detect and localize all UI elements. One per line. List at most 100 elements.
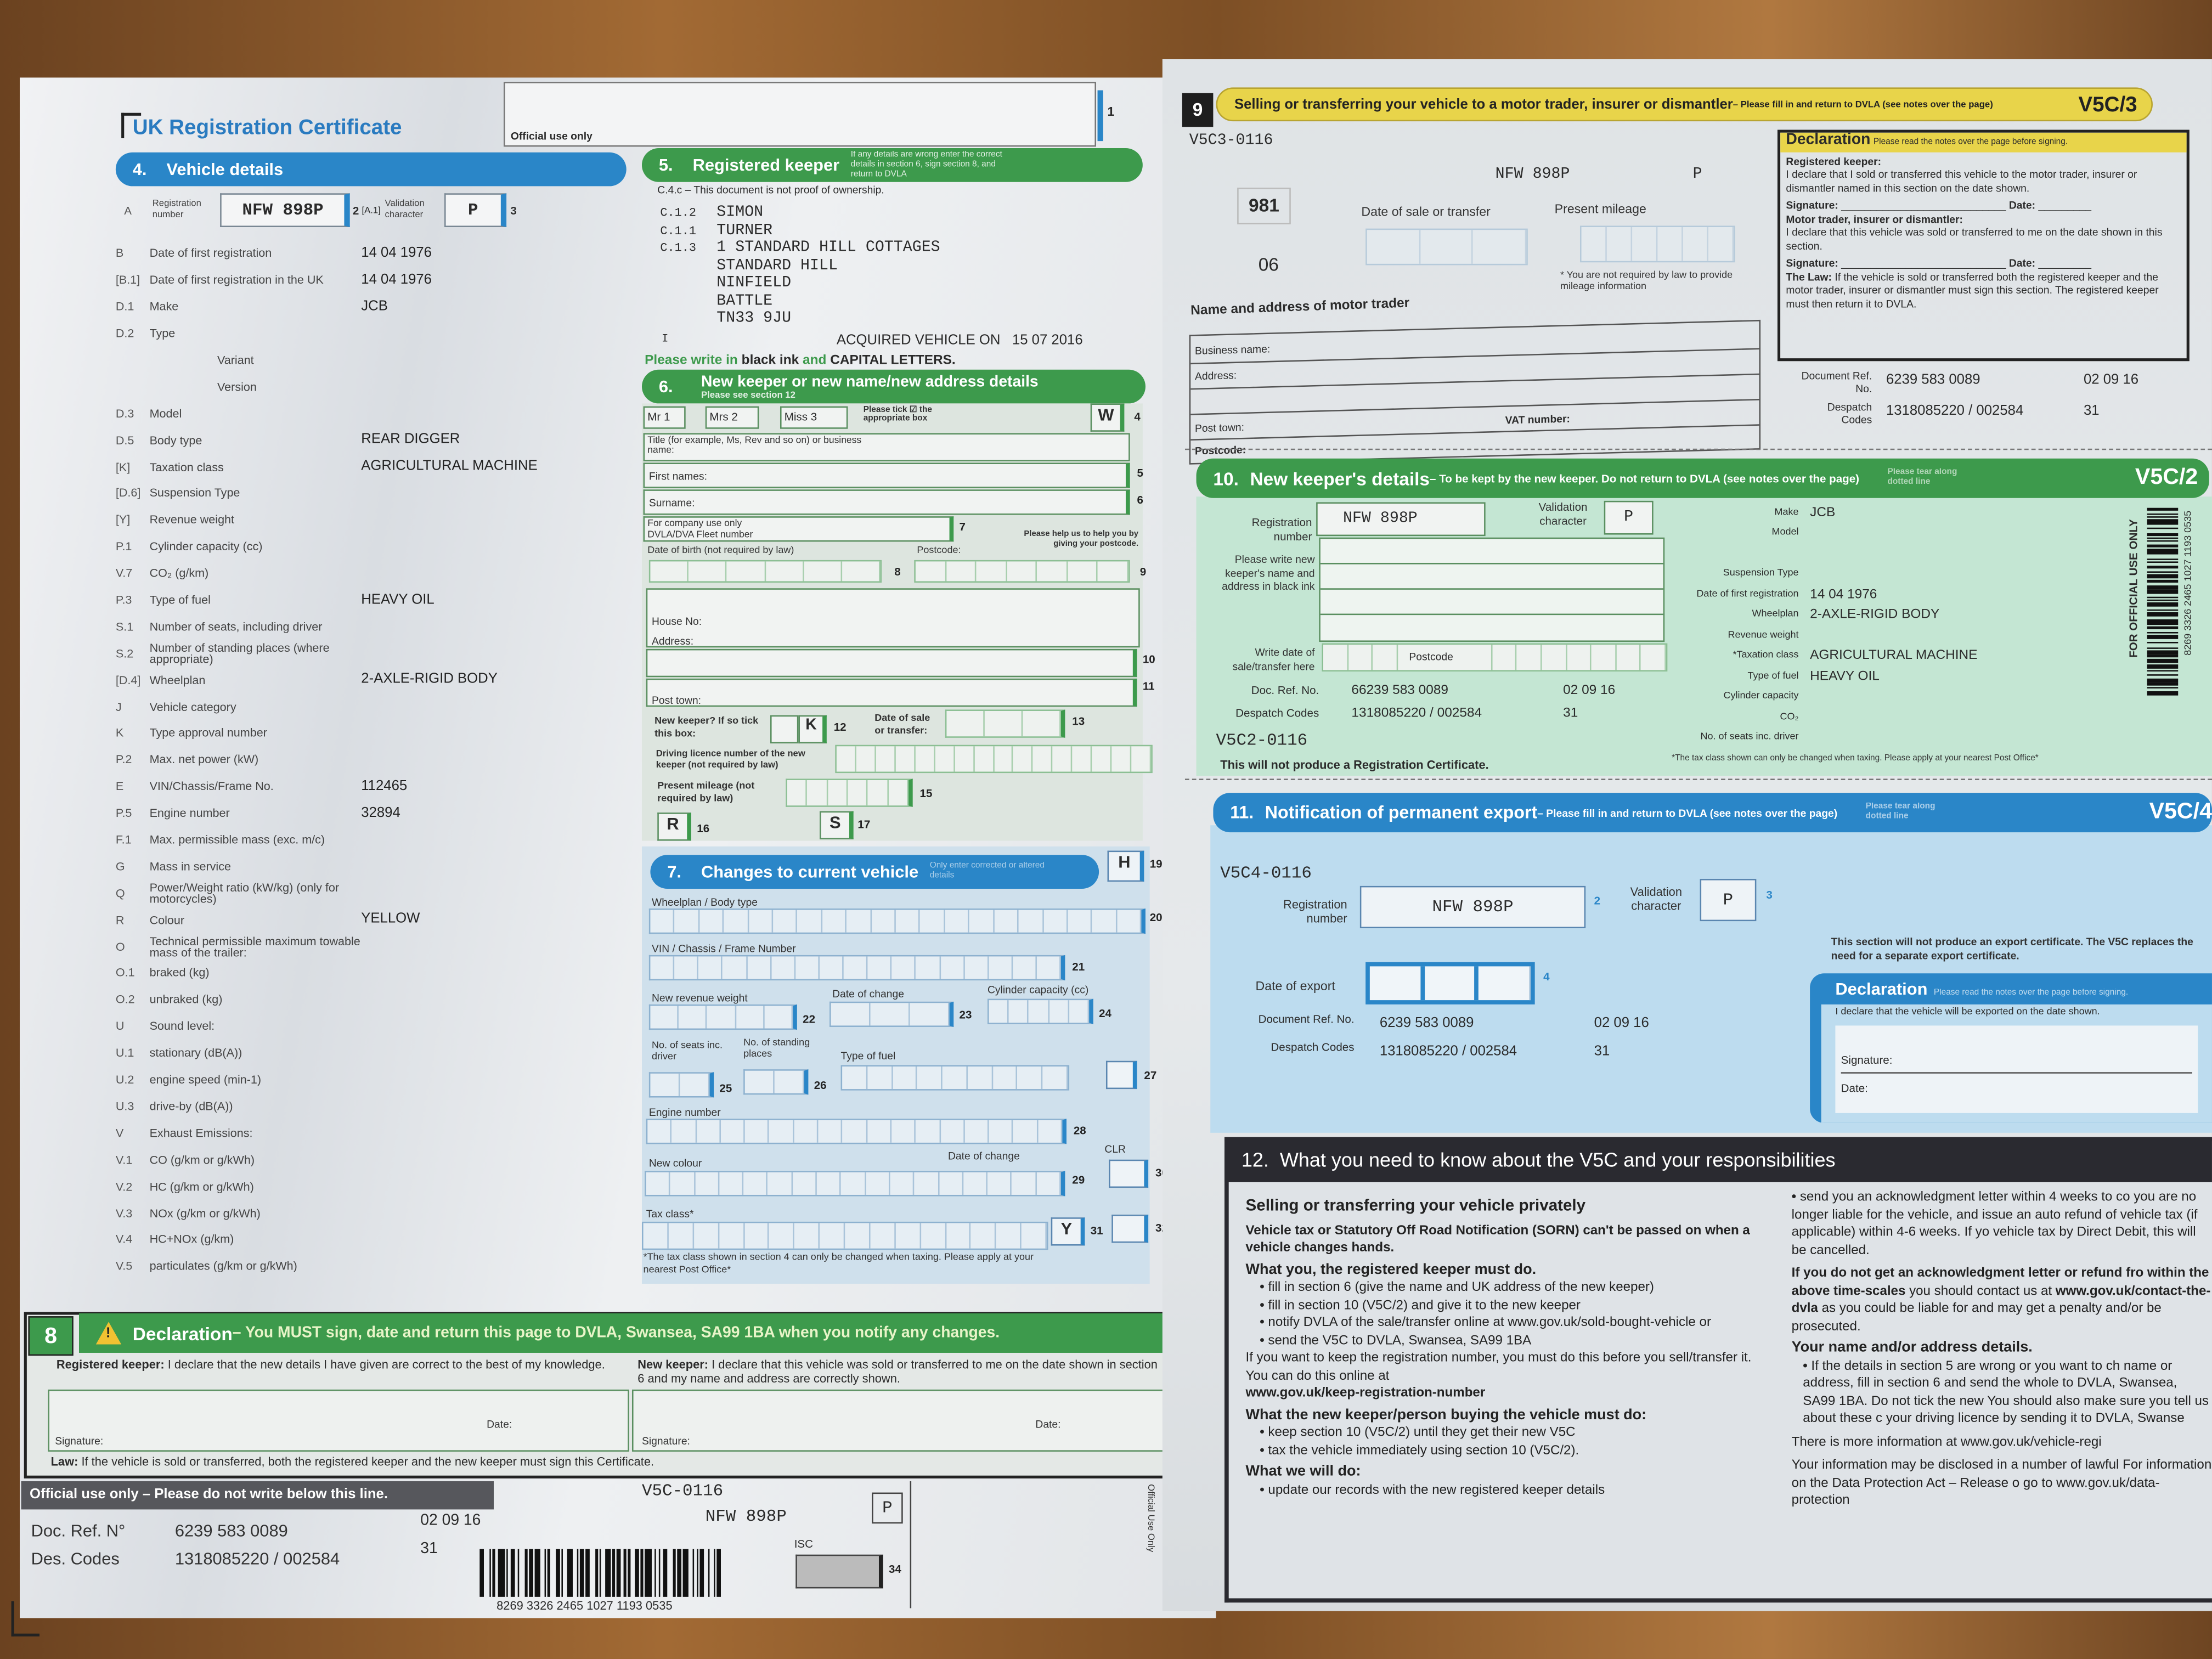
barcode-bar [2147,596,2179,598]
vehicle-detail-row: Date of first registration 14 04 1976 [1664,584,2087,605]
clr-input[interactable] [1109,1159,1149,1188]
doc-ref-number: 6239 583 0089 [174,1520,288,1541]
field-code: C.1.3 [660,241,697,256]
field-label: CO (g/km or g/kWh) [149,1152,255,1166]
revenue-weight-input[interactable] [648,1004,797,1030]
vehicle-detail-row: G Mass in service [116,853,652,879]
vehicle-detail-row: U.1 stationary (dB(A)) [116,1039,652,1066]
field-ref: 22 [803,1013,816,1026]
vin-input[interactable] [648,955,1065,981]
standing-places-input[interactable] [743,1069,809,1095]
write-note: Please write new keeper's name and addre… [1222,552,1315,592]
registered-keeper-declaration: Registered keeper: I declare that the ne… [57,1357,621,1372]
fuel-input[interactable] [840,1065,1070,1091]
barcode-bar [2147,527,2179,529]
section-number: 9 [1182,93,1214,127]
keeper-first-name: SIMON [716,204,764,222]
vehicle-detail-row: [K] Taxation class AGRICULTURAL MACHINE [116,453,652,480]
mileage-input[interactable] [1579,225,1735,263]
signature-line[interactable]: Signature: ____________________________ … [1786,256,2091,270]
field-ref: 1 [664,410,670,424]
date-sale-input[interactable] [945,709,1065,738]
barcode-bar [635,1549,640,1597]
new-colour-input[interactable] [645,1171,1065,1197]
barcode-bar [2147,599,2179,601]
dob-input[interactable] [648,560,882,583]
signature-field[interactable]: Signature: Date: [1835,1025,2198,1113]
field-code: V.4 [115,1232,133,1246]
keep-reg-link[interactable]: www.gov.uk/keep-registration-number [1245,1384,1486,1400]
form-id: V5C4-0116 [1220,863,1312,883]
cylinder-capacity-input[interactable] [987,998,1093,1024]
date-sale-input[interactable] [1365,228,1528,266]
house-number-input[interactable]: House No: Address: [646,588,1140,648]
list-item: keep section 10 (V5C/2) until they get t… [1260,1424,1775,1441]
doc-ref-label: Doc. Ref. No. [1251,684,1319,697]
field-value: YELLOW [361,911,420,927]
title-mr-checkbox[interactable]: Mr 1 [643,406,686,429]
barcode [479,1549,736,1597]
date-postcode-input[interactable]: Postcode [1322,643,1668,672]
signature-line[interactable]: Signature: ____________________________ … [1786,199,2091,212]
tick-note: Please tick ☑ the appropriate box [863,406,933,424]
field-label: *Taxation class [1733,651,1799,661]
validation-code: [A.1] [362,205,381,216]
fuel-code-input[interactable] [1105,1060,1137,1090]
surname-input[interactable]: Surname: [643,489,1130,515]
section-number: 6. [658,376,673,397]
field-code: S.2 [115,646,134,660]
post-town-input[interactable]: Post town: [646,678,1137,707]
licence-input[interactable] [835,744,1153,774]
barcode-bar [534,1549,541,1597]
vehicle-detail-row: P.3 Type of fuel HEAVY OIL [116,586,652,613]
vehicle-detail-row: Variant [116,346,652,373]
field-ref: 28 [1073,1124,1086,1137]
keep-reg-note: If you want to keep the registration num… [1245,1348,1752,1382]
fleet-number-input[interactable]: For company use only DVLA/DVA Fleet numb… [643,516,954,542]
contact-dvla-link[interactable]: www.gov.uk/contact-the-dvla [1791,1282,2211,1315]
field-code: B [115,246,124,261]
mr-label: Mr [647,410,661,424]
des-codes: 1318085220 / 002584 [1886,403,2024,419]
new-keeper-checkbox[interactable] [770,715,799,744]
list-item: update our records with the new register… [1260,1481,1775,1498]
export-date-input[interactable] [1365,962,1535,1005]
section-number: 11. [1230,803,1254,823]
registered-keeper-signature-field[interactable]: Signature: Date: [48,1389,629,1452]
list-item: send the V5C to DVLA, Swansea, SA99 1BA [1260,1331,1775,1348]
title-miss-checkbox[interactable]: Miss 3 [780,406,848,429]
s-code-box: S [819,811,854,839]
first-names-input[interactable]: First names: [643,462,1130,488]
field-label: Vehicle category [149,699,236,714]
vertical-barcode [2147,507,2179,720]
wheelplan-input[interactable] [648,908,1146,934]
barcode-bar [713,1549,715,1597]
mileage-input[interactable] [786,778,913,807]
isc-box[interactable] [795,1554,883,1589]
vehicle-detail-row: O Technical permissible maximum towable m… [116,933,652,960]
more-info: There is more information at www.gov.uk/… [1791,1432,2102,1448]
field-label: stationary (dB(A)) [149,1045,242,1060]
registration-number: NFW 898P [1359,885,1586,928]
date-change-input[interactable] [829,1001,954,1027]
acquired-label: ACQUIRED VEHICLE ON [836,332,1001,349]
field-code: V.2 [115,1178,133,1193]
title-mrs-checkbox[interactable]: Mrs 2 [705,406,759,429]
new-keeper-signature-field[interactable]: Signature: Date: [631,1389,1171,1452]
des-codes-label: Despatch Codes [1271,1041,1355,1054]
ack-text: as you could be liable for and may get a… [1791,1299,2162,1333]
keeper-address: 1 STANDARD HILL COTTAGES STANDARD HILL N… [716,240,940,328]
field-label: House No: [651,615,702,628]
barcode-bar [2147,664,2179,669]
field-code: D.3 [115,406,134,420]
engine-number-input[interactable] [646,1119,1066,1144]
postcode-input[interactable] [914,560,1130,583]
new-keeper-name-address-input[interactable] [1319,537,1665,642]
tax-code-input[interactable] [1111,1214,1149,1243]
address-input[interactable] [646,648,1137,678]
tax-class-input[interactable] [641,1221,1048,1250]
title-business-name-input[interactable]: Title (for example, Ms, Rev and so on) o… [643,433,1130,461]
seats-input[interactable] [648,1072,714,1098]
field-label: Type [149,326,176,340]
field-label: Type of fuel [149,592,211,607]
